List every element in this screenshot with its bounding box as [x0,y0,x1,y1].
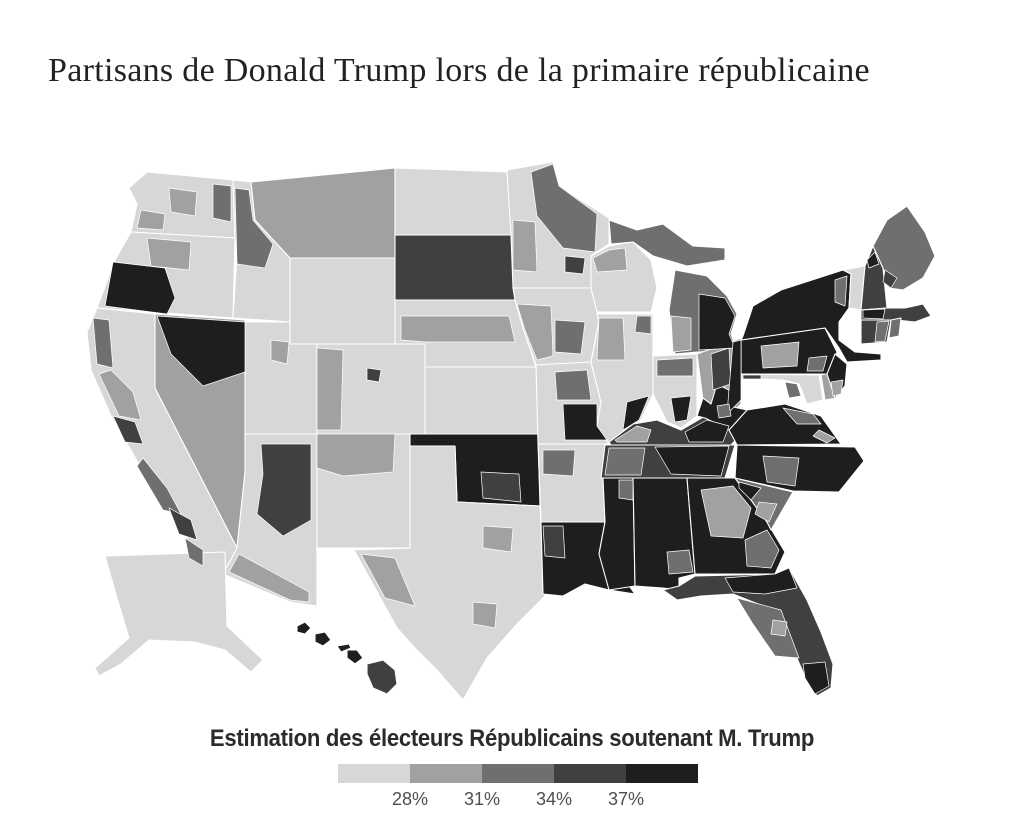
map-region-MN-p1 [530,163,598,253]
map-region-ND [394,167,512,236]
map-region-CO-p1 [316,347,344,431]
map-region-GA-p1 [700,485,752,539]
map-region-HI4 [346,649,364,665]
map-region-TX-p2 [482,525,514,553]
map-region-CO-p2 [366,367,382,383]
map-region-VA-p1 [782,407,822,425]
map-region-CA-p2 [98,369,142,421]
map-region-SD [394,234,516,301]
map-region-WA-p2 [212,183,232,223]
map-region-MD-p1 [742,374,762,380]
map-region-MO-p1 [554,369,592,401]
map-region-AZ-p1 [256,443,312,537]
map-region-MD-p2 [784,381,802,399]
map-region-MS-p1 [618,479,634,501]
map-region-HI3 [336,643,352,653]
map-region-IA-p2 [554,319,586,355]
map-region-FL-p4 [802,661,830,695]
map-region-LA-p1 [542,525,566,559]
map-region-NE-p1 [400,315,516,343]
map-region-UT-p1 [270,339,290,365]
map-region-IL-p1 [596,317,626,361]
map-region-OH-p1 [710,347,732,391]
map-region-IL-p2 [634,315,652,335]
map-region-SC-p2 [754,501,778,523]
map-region-MN-p2 [512,219,538,273]
map-region-WA-p3 [136,209,166,231]
map-region-AK [94,551,264,677]
map-region-KY-p2 [684,419,730,443]
map-region-IN-p2 [670,395,692,423]
map-region-NC-p1 [762,455,800,487]
map-region-AL [632,477,696,591]
map-region-AL-p1 [666,549,694,575]
map-region-OK-p1 [480,471,522,503]
map-region-ID-p1 [234,187,274,269]
map-region-OR-p2 [104,261,176,315]
map-region-MN-p3 [564,255,586,275]
map-region-IA-p1 [516,303,554,361]
map-region-NY-p1 [834,275,848,307]
map-region-ME-p1 [882,269,898,289]
map-region-FL-p2 [724,567,798,595]
map-region-GA-p2 [744,529,780,569]
map-region-WY [289,257,398,345]
map-region-TN-p2 [604,447,646,476]
map-region-SC-p1 [738,481,762,501]
page-title: Partisans de Donald Trump lors de la pri… [48,52,870,89]
map-region-VA-p2 [812,429,836,444]
map-region-IN-p1 [656,357,694,377]
map-region-HI1 [296,621,312,635]
map-region-MIL-p2 [670,315,692,353]
map-region-CA-p1 [92,317,114,369]
map-region-CT-p1 [874,320,890,343]
map-region-MIL-p1 [698,293,736,351]
map-region-CA-p5 [168,507,198,541]
map-region-WA-p1 [168,187,198,217]
map-region-FL [662,567,834,697]
map-region-WV-p1 [716,403,732,419]
map-region-PA-p1 [760,341,800,369]
map-region-NJ-p1 [830,379,844,397]
map-region-HI2 [314,631,332,647]
map-region-NM-p1 [316,433,396,477]
map-region-HI5 [366,659,398,695]
map-region-PA-p2 [806,355,828,372]
map-region-CA-p3 [112,415,144,445]
map-region-FL-p3 [770,619,788,637]
map-region-KS [424,366,539,435]
map-region-MIU [608,219,726,267]
map-region-CA-p6 [184,537,204,567]
map-region-NH-p1 [866,251,880,269]
map-region-NV-p1 [156,315,246,387]
map-region-VT [842,265,866,311]
map-region-MA-p1 [862,308,886,320]
map-region-FL-p1 [736,597,800,659]
map-region-AR-p1 [542,449,576,477]
map-region-WI-p1 [592,247,628,273]
map-region-OR-p1 [146,237,192,271]
map-region-TX-p3 [472,601,498,629]
map-region-TX-p1 [360,553,416,607]
map-region-TX [353,445,546,701]
map-region-TN-p1 [654,445,730,477]
map-region-RI [888,317,902,339]
map-region-IL-p3 [622,395,650,431]
map-region-ME [872,205,936,291]
map-region-OH-p2 [726,339,742,415]
map-region-AZ-p2 [228,553,310,603]
map-region-MO-p2 [562,403,608,441]
map-region-KY-p1 [614,425,652,443]
